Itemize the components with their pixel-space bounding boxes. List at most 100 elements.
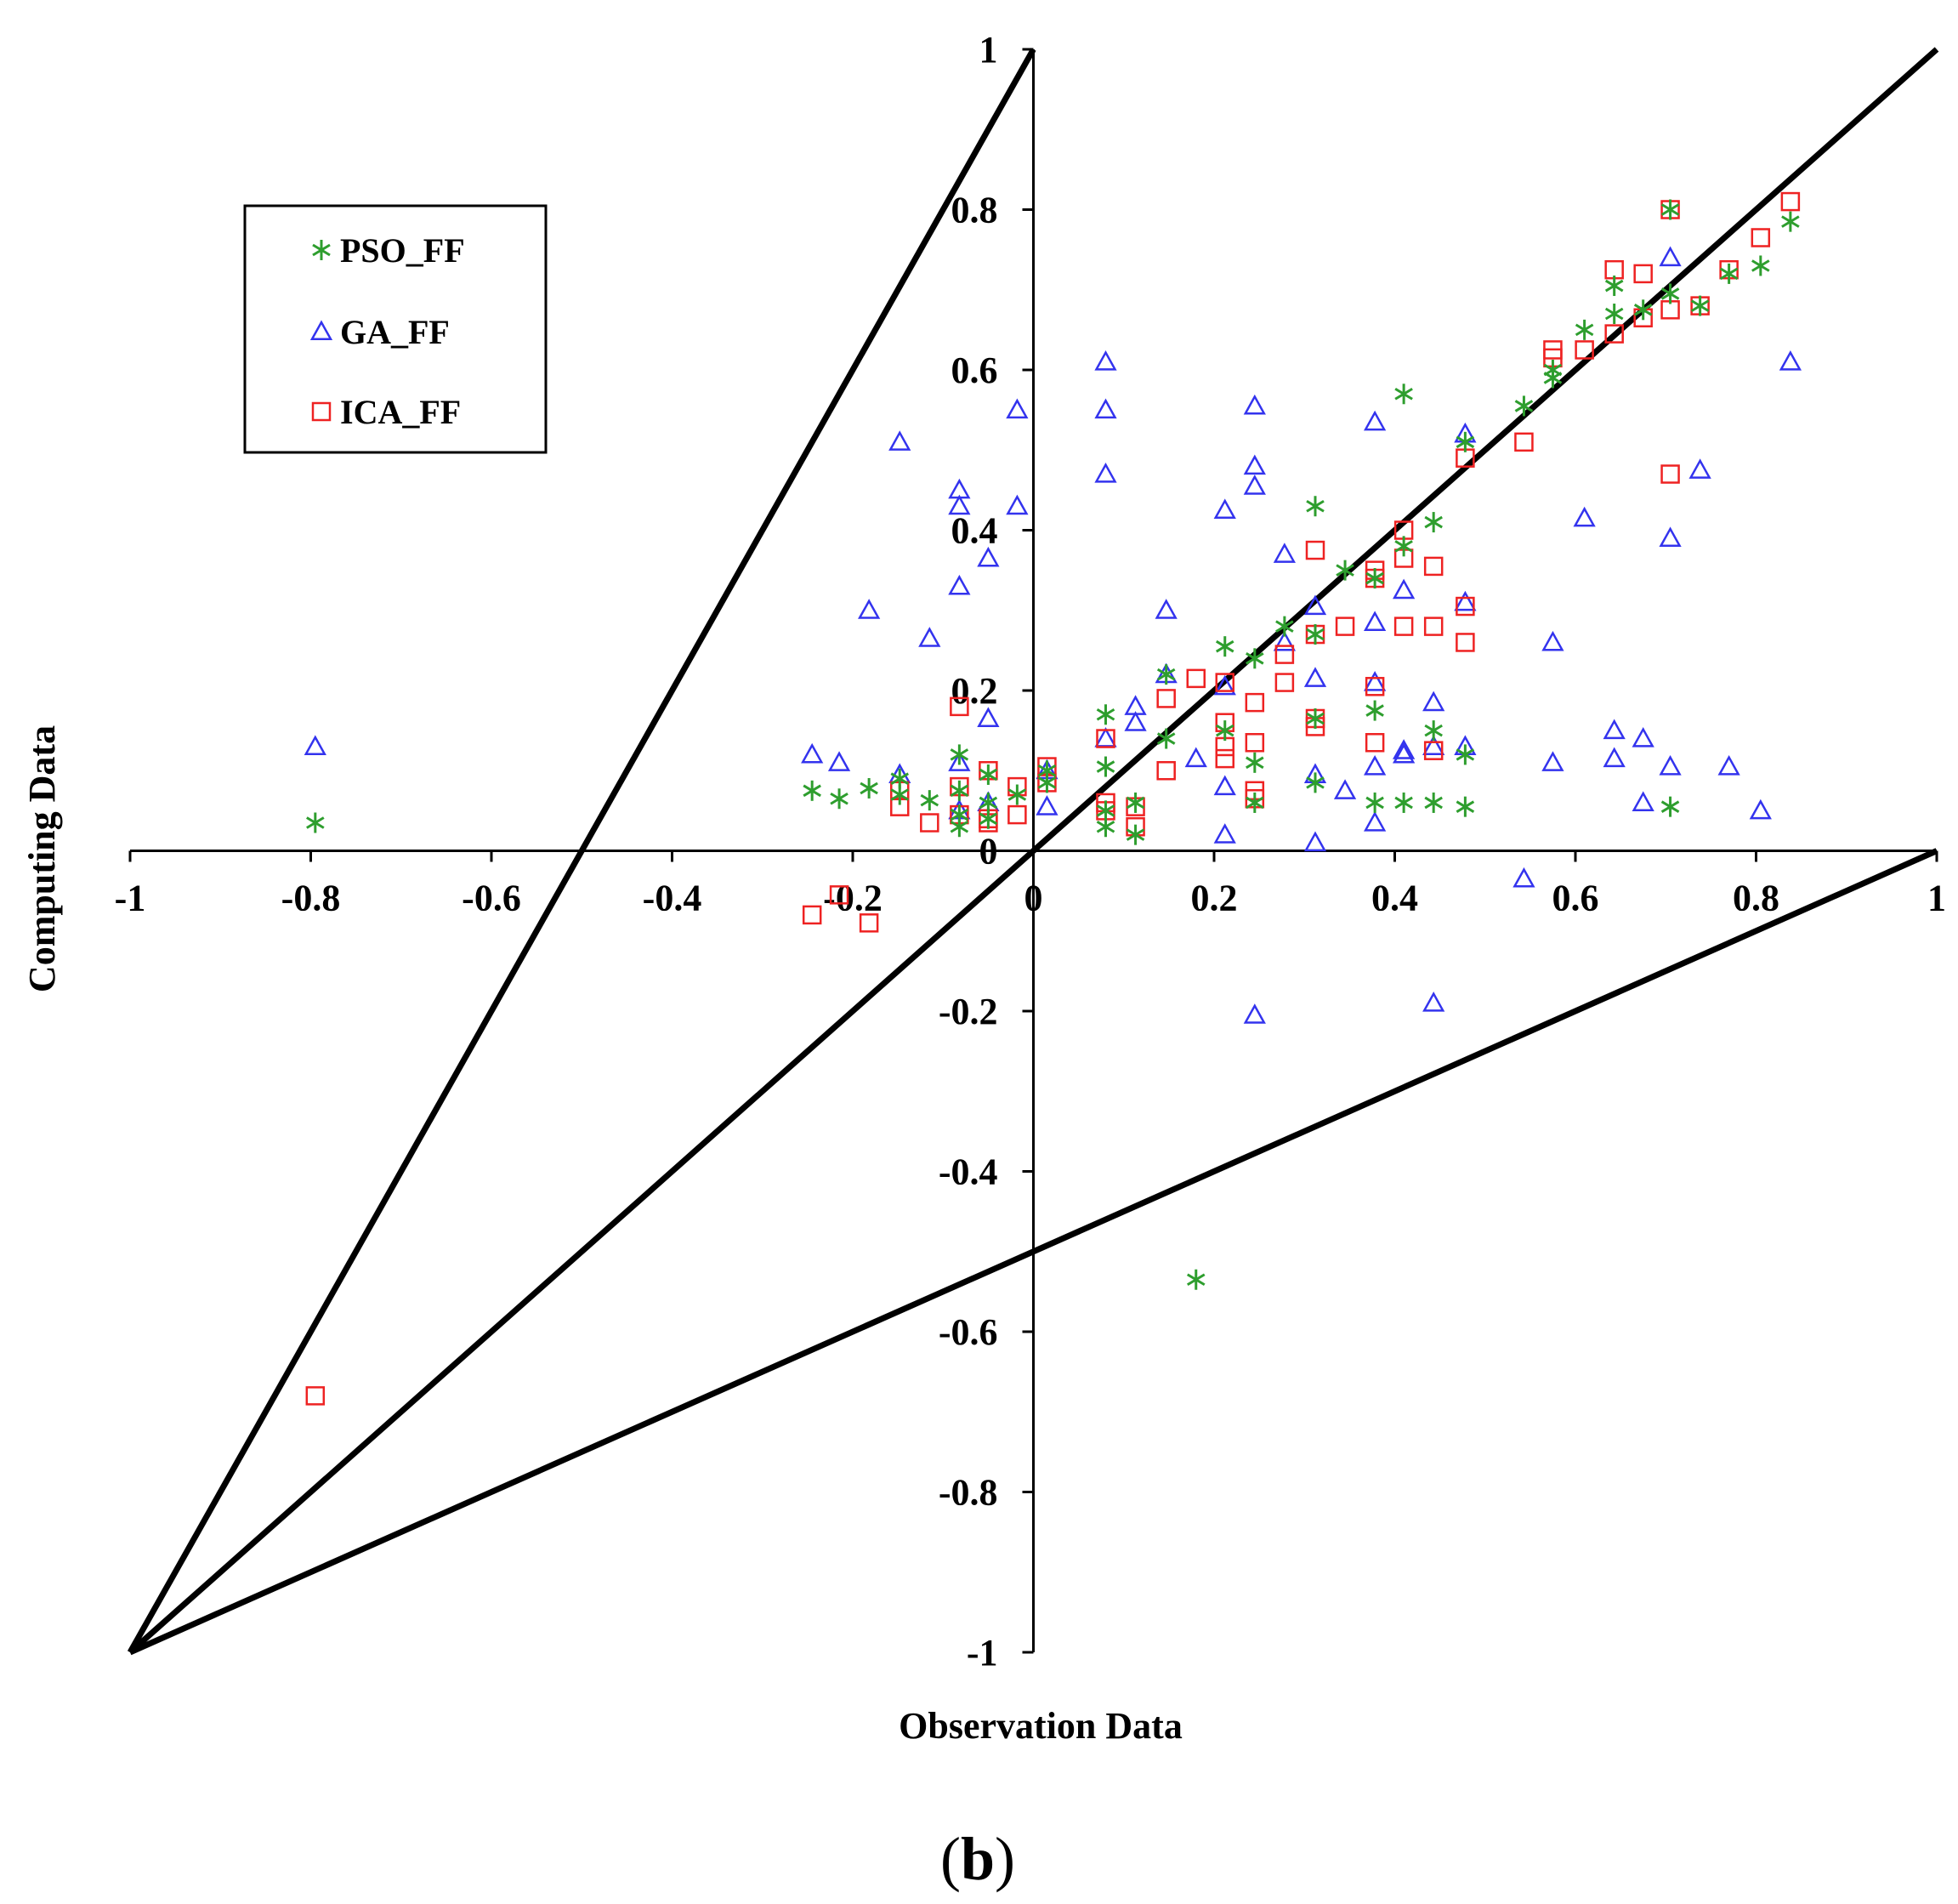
data-point <box>1541 751 1564 771</box>
data-point <box>1215 636 1234 657</box>
data-point <box>829 885 849 905</box>
data-point <box>1632 726 1654 747</box>
data-point <box>950 780 969 801</box>
data-point <box>948 494 971 515</box>
data-point <box>1364 810 1387 832</box>
data-point <box>977 546 1000 567</box>
legend-box <box>243 204 548 454</box>
data-point <box>1393 617 1414 636</box>
data-point <box>1456 431 1475 452</box>
data-point <box>1456 633 1475 652</box>
data-point <box>1215 748 1234 769</box>
data-point <box>1604 304 1624 325</box>
data-point <box>1514 432 1534 452</box>
y-tick-label: 0 <box>979 831 998 872</box>
data-point <box>1575 319 1594 340</box>
data-point <box>1660 283 1680 304</box>
data-point <box>1245 692 1265 713</box>
data-point <box>1659 754 1682 776</box>
panel-label-open: ( <box>940 1825 961 1893</box>
data-point <box>1633 264 1653 284</box>
data-point <box>979 764 998 785</box>
legend-label: PSO_FF <box>340 231 465 270</box>
data-point <box>1306 708 1325 729</box>
y-tick-label: 0.8 <box>951 190 998 231</box>
data-points <box>304 191 1802 1406</box>
data-point <box>1245 733 1265 753</box>
data-point <box>1423 741 1444 760</box>
y-axis-title: Computing Data <box>21 725 63 992</box>
data-point <box>1246 792 1264 813</box>
data-point <box>801 742 824 764</box>
panel-label-close: ) <box>995 1825 1015 1893</box>
data-point <box>1424 720 1443 742</box>
data-point <box>1422 691 1445 712</box>
data-point <box>1306 496 1325 517</box>
data-point <box>1719 263 1739 284</box>
data-point <box>1603 747 1626 768</box>
data-point <box>1184 747 1207 768</box>
data-point <box>1306 772 1325 793</box>
data-point <box>1424 792 1443 813</box>
series-pso-ff <box>306 199 1800 1290</box>
data-point <box>1604 276 1624 297</box>
data-point <box>918 627 941 647</box>
y-tick-label: -0.4 <box>939 1151 998 1193</box>
data-point <box>1246 752 1264 773</box>
data-point <box>1393 739 1416 759</box>
data-point <box>1543 367 1563 389</box>
x-axis-title: Observation Data <box>899 1705 1183 1747</box>
data-point <box>1335 617 1355 636</box>
data-point <box>1094 462 1117 483</box>
y-tick-label: -0.6 <box>939 1311 998 1353</box>
data-point <box>1186 1269 1206 1290</box>
data-point <box>1394 536 1413 557</box>
data-point <box>1006 494 1029 515</box>
data-point <box>890 784 910 805</box>
y-tick-label: 0.6 <box>951 350 998 391</box>
data-point <box>1213 498 1236 519</box>
data-point <box>1306 624 1325 645</box>
data-point <box>1422 735 1445 756</box>
data-point <box>1243 394 1266 415</box>
x-tick-label: 0.6 <box>1552 878 1599 919</box>
legend-marker <box>312 240 331 260</box>
data-point <box>1273 543 1296 563</box>
x-axis-ticks: -1 -0.8 -0.6 -0.4 -0.2 0 0.2 0.4 0.6 0.8 1 <box>115 850 1946 919</box>
data-point <box>948 574 971 595</box>
data-point <box>1512 867 1535 888</box>
data-point <box>1781 211 1800 232</box>
legend-marker <box>309 320 333 341</box>
data-point <box>1423 617 1444 636</box>
legend-label: ICA_FF <box>340 393 461 431</box>
data-point <box>977 707 1000 728</box>
data-point <box>1456 744 1475 765</box>
data-point <box>1333 779 1357 799</box>
data-point <box>1156 689 1176 708</box>
data-point <box>1274 673 1295 692</box>
data-point <box>920 790 939 811</box>
data-point <box>1660 796 1680 817</box>
data-point <box>1603 719 1626 740</box>
data-point <box>1717 754 1740 776</box>
data-point <box>1007 804 1027 825</box>
data-point <box>1456 596 1475 617</box>
legend-item-pso-ff: PSO_FF <box>312 231 465 270</box>
x-tick-label: -0.4 <box>643 878 702 919</box>
data-point <box>1660 464 1680 484</box>
legend-label: GA_FF <box>340 313 450 351</box>
legend: PSO_FF GA_FF ICA_FF <box>243 204 548 454</box>
data-point <box>1394 792 1413 813</box>
data-point <box>1126 824 1145 845</box>
data-point <box>1096 704 1115 725</box>
legend-item-ga-ff: GA_FF <box>309 313 450 351</box>
data-point <box>1096 816 1115 838</box>
y-axis-ticks: -1 -0.8 -0.6 -0.4 -0.2 0 0.2 0.4 0.6 0.8 1 <box>939 29 1034 1674</box>
y-tick-label: -0.8 <box>939 1472 998 1514</box>
data-point <box>950 816 969 838</box>
x-tick-label: 0.2 <box>1191 878 1238 919</box>
data-point <box>1156 728 1176 749</box>
data-point <box>858 599 881 619</box>
data-point <box>1751 255 1770 276</box>
data-point <box>1006 398 1029 419</box>
